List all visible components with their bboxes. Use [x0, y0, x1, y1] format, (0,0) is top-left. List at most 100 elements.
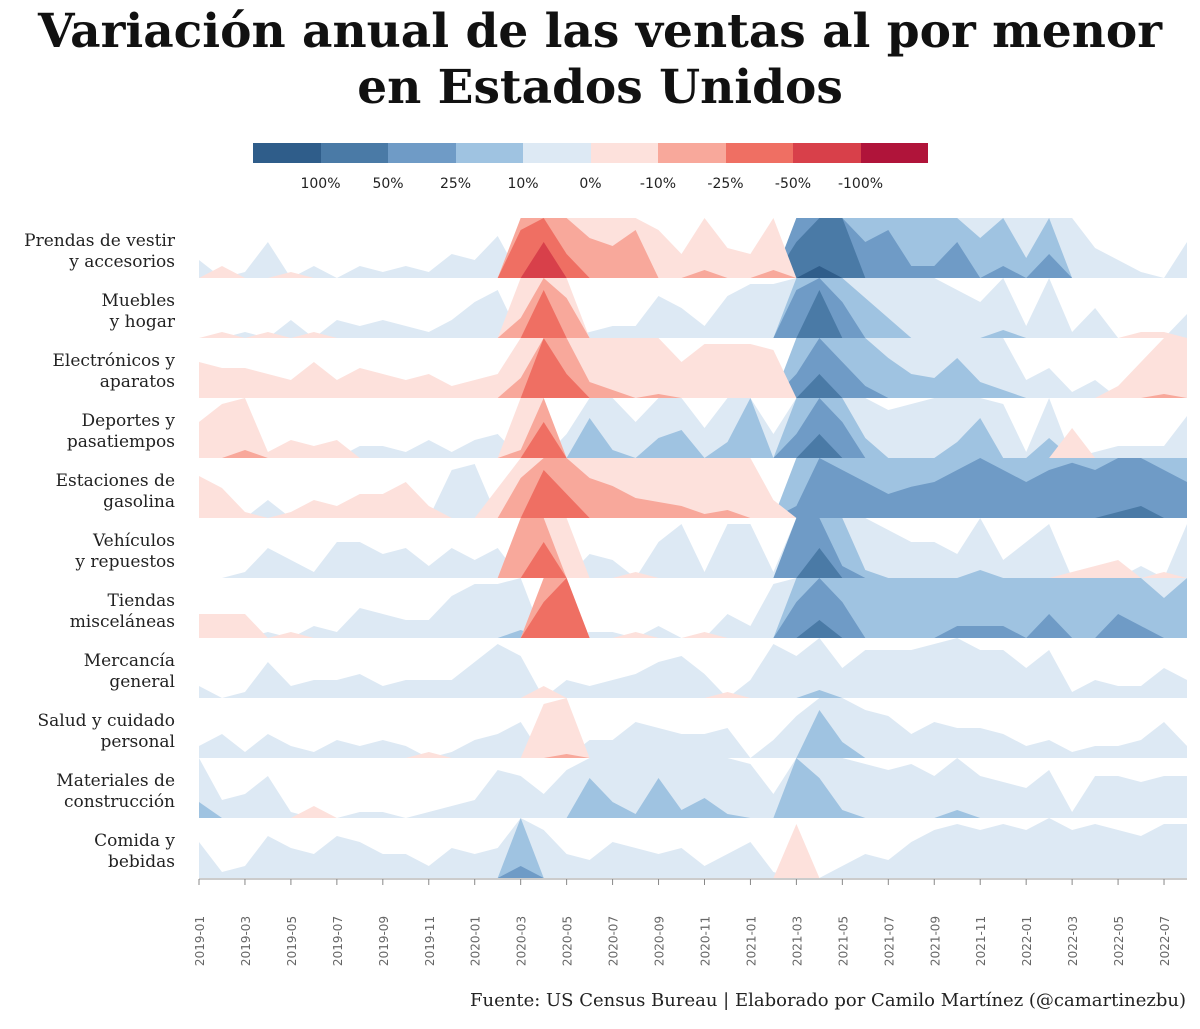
x-tick-label: 2020-05 — [561, 916, 575, 966]
positive-band-1 — [199, 338, 1187, 398]
row-label: Muebles — [101, 291, 175, 311]
x-tick-label: 2022-05 — [1112, 916, 1126, 966]
positive-band-0 — [199, 698, 1187, 758]
positive-band-0 — [199, 758, 1187, 818]
legend-label: -100% — [837, 176, 884, 192]
row-label: Vehículos — [92, 531, 175, 551]
chart-title-line1: Variación anual de las ventas al por men… — [37, 4, 1163, 59]
row-label: Deportes y — [81, 411, 175, 431]
x-tick-label: 2019-07 — [331, 916, 345, 966]
color-legend — [253, 143, 928, 163]
x-tick-label: 2020-11 — [698, 916, 712, 966]
x-tick-label: 2019-01 — [193, 916, 207, 966]
row-label: misceláneas — [70, 612, 175, 632]
row-label: Tiendas — [107, 591, 175, 611]
row-label: personal — [100, 732, 175, 752]
row-label: bebidas — [108, 852, 175, 872]
row-label: gasolina — [103, 492, 175, 512]
row-label: pasatiempos — [67, 432, 175, 452]
positive-band-1 — [199, 398, 1187, 458]
negative-band-0 — [199, 458, 1187, 518]
legend-swatch — [590, 143, 658, 163]
x-tick-label: 2019-11 — [423, 916, 437, 966]
legend-label: -50% — [774, 176, 812, 192]
negative-band-0 — [199, 806, 1187, 818]
x-tick-label: 2021-09 — [928, 916, 942, 966]
row-label: Prendas de vestir — [24, 231, 176, 251]
legend-swatch — [523, 143, 591, 163]
negative-band-0 — [199, 338, 1187, 398]
row-label: y accesorios — [68, 252, 175, 272]
x-tick-label: 2020-01 — [469, 916, 483, 966]
legend-swatch — [253, 143, 321, 163]
legend-swatch — [658, 143, 726, 163]
x-tick-label: 2022-01 — [1020, 916, 1034, 966]
x-tick-label: 2019-03 — [239, 916, 253, 966]
negative-band-0 — [199, 518, 1187, 578]
legend-label: 50% — [372, 176, 404, 192]
x-tick-label: 2021-01 — [744, 916, 758, 966]
row-label: y hogar — [109, 312, 176, 332]
positive-band-2 — [199, 218, 1187, 278]
legend-swatches — [253, 143, 928, 163]
negative-band-0 — [199, 398, 1187, 458]
row-label: construcción — [64, 792, 175, 812]
legend-swatch — [388, 143, 456, 163]
legend-swatch — [725, 143, 793, 163]
row-label: y repuestos — [74, 552, 175, 572]
x-tick-label: 2022-03 — [1066, 916, 1080, 966]
legend-label: 0% — [579, 176, 602, 192]
chart-title-line2: en Estados Unidos — [357, 60, 843, 115]
row-label: Materiales de — [56, 771, 175, 791]
positive-band-1 — [199, 578, 1187, 638]
x-tick-label: 2020-03 — [515, 916, 529, 966]
x-tick-label: 2020-07 — [607, 916, 621, 966]
positive-band-0 — [199, 518, 1187, 578]
row-label: Comida y — [94, 831, 175, 851]
positive-band-2 — [199, 458, 1187, 518]
source-note: Fuente: US Census Bureau | Elaborado por… — [470, 990, 1186, 1011]
legend-label: 100% — [300, 176, 341, 192]
row-label: Electrónicos y — [53, 351, 176, 371]
legend-swatch — [793, 143, 861, 163]
positive-band-1 — [199, 758, 1187, 818]
row-label: general — [109, 672, 175, 692]
x-tick-label: 2022-07 — [1158, 916, 1172, 966]
x-tick-label: 2019-09 — [377, 916, 391, 966]
negative-band-0 — [199, 218, 1187, 278]
legend-label: -25% — [707, 176, 744, 192]
x-tick-label: 2021-03 — [790, 916, 804, 966]
row-label: Salud y cuidado — [37, 711, 175, 731]
x-tick-label: 2020-09 — [653, 916, 667, 966]
legend-label: -10% — [639, 176, 677, 192]
positive-band-0 — [199, 278, 1187, 338]
legend-swatch — [455, 143, 523, 163]
legend-swatch — [860, 143, 928, 163]
legend-labels: 100% 50% 25% 10% 0% -10% -25% -50% -100% — [253, 176, 933, 196]
positive-band-0 — [199, 398, 1187, 458]
legend-swatch — [320, 143, 388, 163]
x-tick-label: 2021-11 — [974, 916, 988, 966]
positive-band-0 — [199, 818, 1187, 878]
x-tick-label: 2021-05 — [836, 916, 850, 966]
legend-label: 25% — [439, 176, 472, 192]
row-label: Mercancía — [84, 651, 175, 671]
x-tick-label: 2021-07 — [882, 916, 896, 966]
row-label: Estaciones de — [56, 471, 175, 491]
x-tick-label: 2019-05 — [285, 916, 299, 966]
chart-title: Variación anual de las ventas al por men… — [0, 4, 1200, 116]
legend-label: 10% — [507, 176, 539, 192]
row-label: aparatos — [100, 372, 175, 392]
positive-band-0 — [199, 638, 1187, 698]
